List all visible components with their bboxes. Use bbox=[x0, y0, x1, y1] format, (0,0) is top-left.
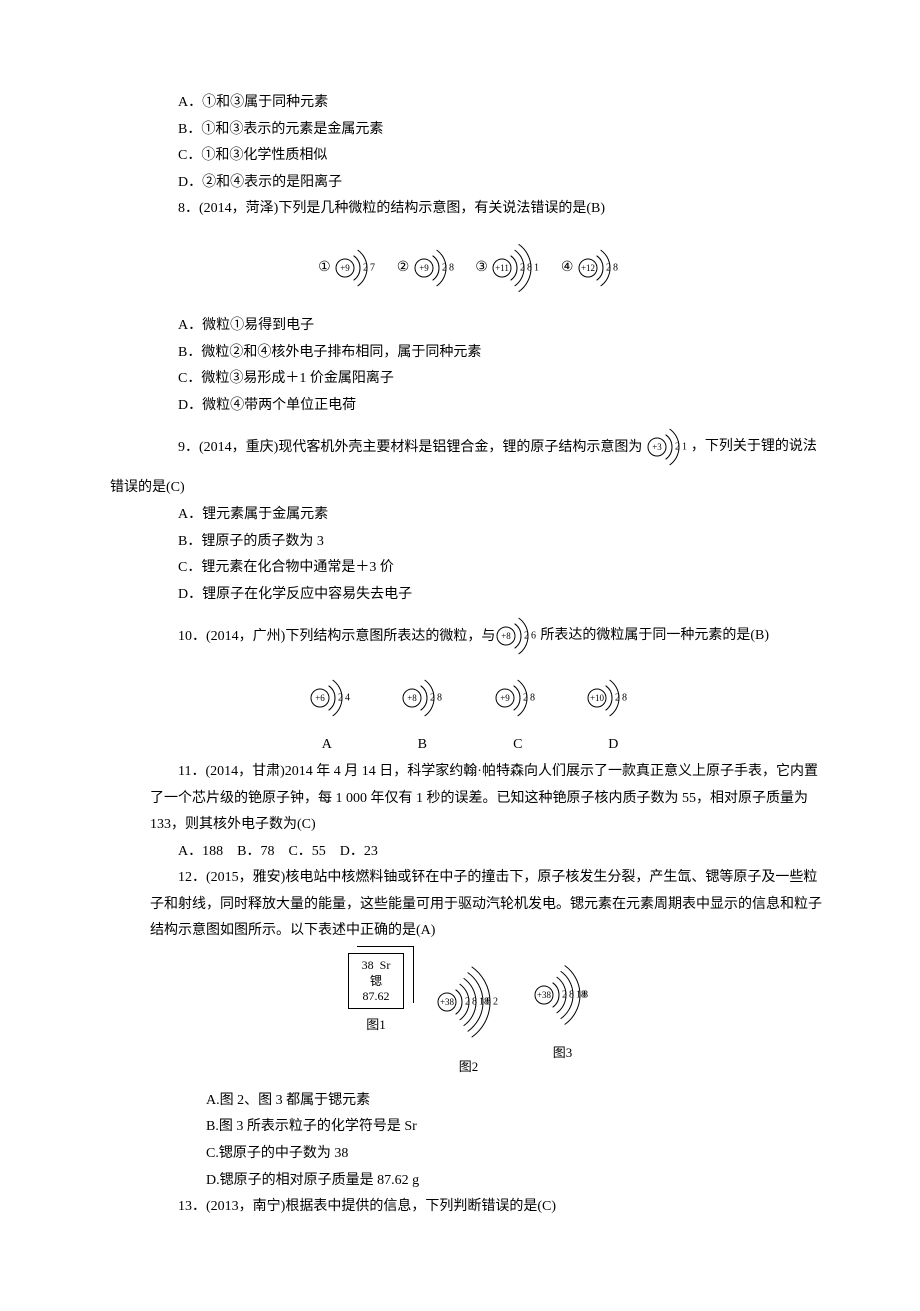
q8-option-b: B．微粒②和④核外电子排布相同，属于同种元素 bbox=[178, 340, 830, 367]
q8-diag-1-label: ① bbox=[318, 260, 331, 275]
q9-option-b: B．锂原子的质子数为 3 bbox=[178, 529, 830, 556]
q12-cap2: 图2 bbox=[436, 1055, 502, 1080]
q10-diag-d: +1028 bbox=[586, 670, 631, 726]
q10-stem: 10．(2014，广州)下列结构示意图所表达的微粒，与+826所表达的微粒属于同… bbox=[110, 608, 830, 664]
svg-text:1: 1 bbox=[534, 262, 539, 273]
q7-option-d: D．②和④表示的是阳离子 bbox=[178, 170, 830, 197]
q12-tile-mass: 87.62 bbox=[349, 989, 403, 1005]
q8-stem: 8．(2014，菏泽)下列是几种微粒的结构示意图，有关说法错误的是(B) bbox=[178, 196, 830, 223]
q10-ref-diagram: +826 bbox=[495, 608, 540, 664]
q12-tile-name: 锶 bbox=[349, 974, 403, 990]
svg-text:+6: +6 bbox=[315, 693, 325, 703]
q7-option-a: A．①和③属于同种元素 bbox=[178, 90, 830, 117]
q10-diag-a: +624 bbox=[309, 670, 354, 726]
q12-option-d: D.锶原子的相对原子质量是 87.62 g bbox=[206, 1168, 830, 1195]
q12-fig1: 38 Sr 锶 87.62 图1 bbox=[348, 953, 404, 1038]
svg-text:+8: +8 bbox=[407, 693, 417, 703]
svg-text:+38: +38 bbox=[439, 997, 454, 1007]
svg-text:+9: +9 bbox=[419, 263, 429, 273]
q10-diag-b: +828 bbox=[401, 670, 446, 726]
q12-tile-num: 38 bbox=[362, 958, 374, 972]
svg-text:2: 2 bbox=[493, 997, 498, 1008]
q12-diag3: +3828188 bbox=[533, 953, 592, 1037]
q10-label-c: C bbox=[472, 732, 564, 759]
q8-diag-4: +1228 bbox=[577, 240, 622, 296]
q8-diag-3-label: ③ bbox=[475, 260, 488, 275]
q12-stem: 12．(2015，雅安)核电站中核燃料铀或钚在中子的撞击下，原子核发生分裂，产生… bbox=[150, 865, 830, 945]
q12-cap1: 图1 bbox=[348, 1013, 404, 1038]
svg-text:+9: +9 bbox=[500, 693, 510, 703]
q11-stem: 11．(2014，甘肃)2014 年 4 月 14 日，科学家约翰·帕特森向人们… bbox=[150, 759, 830, 839]
q8-diagrams: ① +927 ② +928 ③ +11281 ④ +1228 bbox=[110, 233, 830, 303]
q9-option-a: A．锂元素属于金属元素 bbox=[178, 502, 830, 529]
q9-pre: 9．(2014，重庆)现代客机外壳主要材料是铝锂合金，锂的原子结构示意图为 bbox=[110, 435, 642, 462]
q12-diag2: +38281882 bbox=[436, 953, 502, 1051]
q8-diag-2-label: ② bbox=[397, 260, 410, 275]
q8-diag-3: +11281 bbox=[491, 233, 543, 303]
q12-fig2: +38281882 图2 bbox=[436, 953, 502, 1080]
svg-text:+9: +9 bbox=[340, 263, 350, 273]
svg-text:+12: +12 bbox=[581, 263, 595, 273]
q8-option-c: C．微粒③易形成＋1 价金属阳离子 bbox=[178, 366, 830, 393]
svg-text:+3: +3 bbox=[652, 442, 662, 452]
q8-diag-1: +927 bbox=[334, 240, 379, 296]
svg-text:8: 8 bbox=[437, 693, 442, 704]
q10-diag-c: +928 bbox=[494, 670, 539, 726]
q9-stem: 9．(2014，重庆)现代客机外壳主要材料是铝锂合金，锂的原子结构示意图为 +3… bbox=[110, 419, 830, 502]
svg-text:6: 6 bbox=[531, 631, 536, 642]
q9-option-c: C．锂元素在化合物中通常是＋3 价 bbox=[178, 555, 830, 582]
svg-text:8: 8 bbox=[583, 990, 588, 1001]
q12-option-a: A.图 2、图 3 都属于锶元素 bbox=[206, 1088, 830, 1115]
svg-text:+10: +10 bbox=[590, 693, 605, 703]
q8-option-a: A．微粒①易得到电子 bbox=[178, 313, 830, 340]
q8-option-d: D．微粒④带两个单位正电荷 bbox=[178, 393, 830, 420]
q7-option-c: C．①和③化学性质相似 bbox=[178, 143, 830, 170]
svg-text:8: 8 bbox=[449, 262, 454, 273]
svg-text:+11: +11 bbox=[495, 263, 509, 273]
q10-pre: 10．(2014，广州)下列结构示意图所表达的微粒，与 bbox=[178, 629, 495, 644]
q9-option-d: D．锂原子在化学反应中容易失去电子 bbox=[178, 582, 830, 609]
q10-label-a: A bbox=[281, 732, 373, 759]
q12-option-b: B.图 3 所表示粒子的化学符号是 Sr bbox=[206, 1114, 830, 1141]
q12-cap3: 图3 bbox=[533, 1041, 592, 1066]
q11-choices: A．188 B．78 C．55 D．23 bbox=[178, 839, 830, 866]
q7-option-b: B．①和③表示的元素是金属元素 bbox=[178, 117, 830, 144]
svg-text:4: 4 bbox=[345, 693, 350, 704]
q9-diagram: +321 bbox=[646, 419, 691, 475]
svg-text:1: 1 bbox=[682, 442, 687, 453]
q8-diag-4-label: ④ bbox=[561, 260, 574, 275]
q12-fig3: +3828188 图3 bbox=[533, 953, 592, 1066]
svg-text:8: 8 bbox=[613, 262, 618, 273]
q10-label-b: B bbox=[376, 732, 468, 759]
q10-label-d: D bbox=[567, 732, 659, 759]
svg-text:8: 8 bbox=[622, 693, 627, 704]
q12-figures: 38 Sr 锶 87.62 图1 +3828188 2 图2 +3828188 图… bbox=[110, 953, 830, 1080]
q10-labels: A B C D bbox=[110, 732, 830, 759]
q10-options-row: +624 +828 +928 +1028 bbox=[110, 670, 830, 726]
q12-element-tile: 38 Sr 锶 87.62 bbox=[348, 953, 404, 1009]
q13-stem: 13．(2013，南宁)根据表中提供的信息，下列判断错误的是(C) bbox=[178, 1194, 830, 1221]
svg-text:7: 7 bbox=[370, 262, 375, 273]
q8-diag-2: +928 bbox=[413, 240, 458, 296]
svg-text:8: 8 bbox=[530, 693, 535, 704]
svg-text:+8: +8 bbox=[502, 631, 512, 641]
svg-text:+38: +38 bbox=[537, 990, 552, 1000]
q12-option-c: C.锶原子的中子数为 38 bbox=[206, 1141, 830, 1168]
q12-tile-sym: Sr bbox=[380, 958, 391, 972]
q10-post: 所表达的微粒属于同一种元素的是(B) bbox=[540, 629, 769, 644]
